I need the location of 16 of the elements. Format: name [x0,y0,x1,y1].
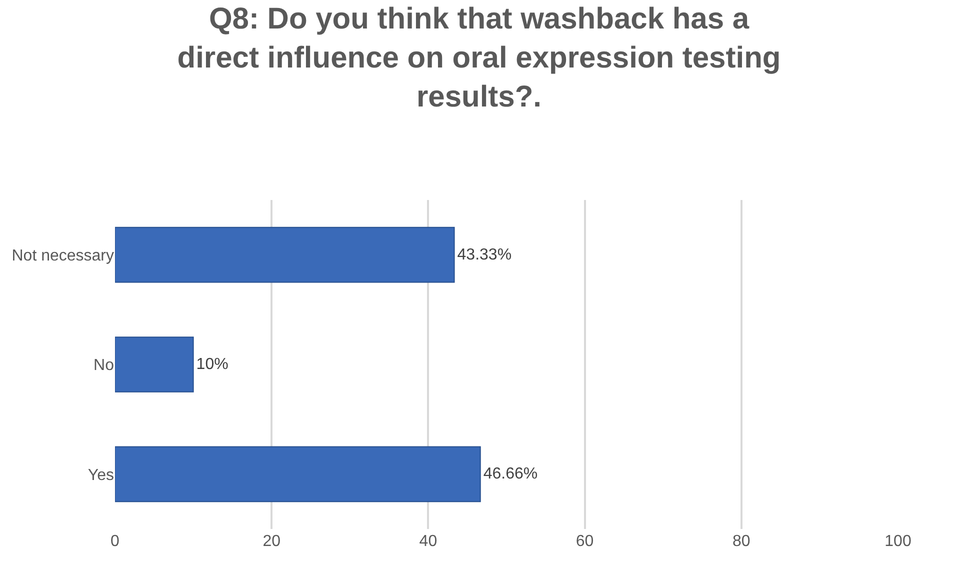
x-tick-label: 0 [110,533,120,550]
x-tick-label: 60 [576,533,594,550]
chart-title: Q8: Do you think that washback has a direct influence on oral expression testing results?. [177,2,781,114]
data-label: 46.66% [483,466,538,483]
y-tick-label: Not necessary [12,247,114,264]
x-tick-label: 100 [884,533,912,550]
x-tick-label: 80 [732,533,750,550]
data-label: 10% [196,356,228,373]
x-tick-label: 40 [419,533,438,550]
data-label: 43.33% [457,246,512,264]
x-tick-label: 20 [262,533,281,550]
bar [115,226,455,283]
bar [115,336,194,392]
y-tick-label: No [94,357,114,374]
bar [115,446,481,502]
y-tick-label: Yes [88,466,114,484]
